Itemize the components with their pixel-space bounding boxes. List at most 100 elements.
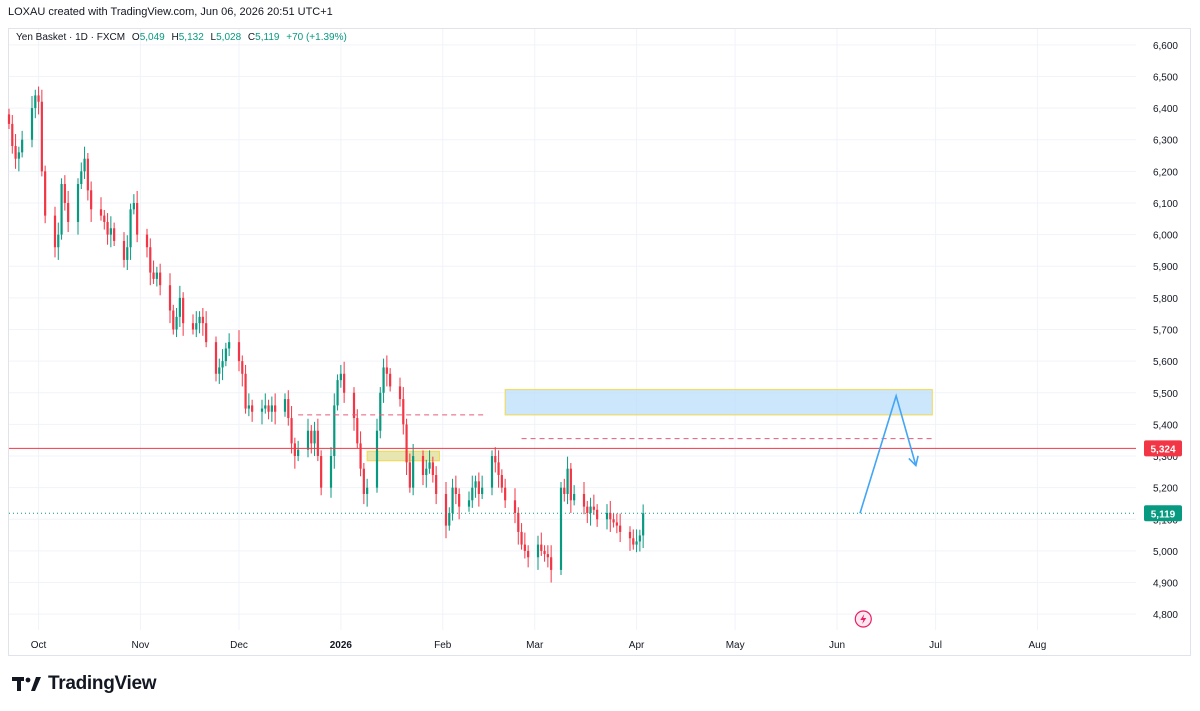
projection-arrow-path[interactable] [859,393,917,514]
candle-body [352,392,356,419]
tradingview-logo[interactable]: TradingView [12,673,157,695]
candle-body [195,323,198,330]
x-tick-label: Aug [1029,640,1047,651]
candle-body [274,405,277,412]
x-tick-label: Mar [526,640,544,651]
candle-body [60,183,63,235]
candle-body [244,373,247,409]
candle-body [290,418,293,444]
y-tick-label: 5,700 [1153,326,1178,337]
candle-body [615,522,618,526]
projection-arrow-head[interactable] [908,455,919,468]
y-tick-label: 6,100 [1153,199,1178,210]
candle-body [471,487,474,501]
candle-body [635,541,638,545]
grid-layer [9,29,1136,630]
x-tick-label: May [726,640,745,651]
candle-body [333,405,336,457]
y-tick-label: 4,800 [1153,610,1178,621]
candle-body [201,316,204,324]
support-zone-box[interactable] [366,450,440,462]
candle-body [589,506,592,513]
candle-body [628,531,632,539]
candle-body [106,221,109,235]
candle-body [310,430,313,444]
candle-body [122,240,126,260]
candle-body [435,475,438,494]
candle-body [198,316,201,324]
candle-body [550,557,553,570]
legend-open-label: O [131,32,140,43]
candle-body [336,380,339,406]
candle-body [297,449,300,457]
y-tick-label: 5,900 [1153,262,1178,273]
candle-body [14,146,17,159]
candle-body [247,405,250,409]
candle-body [251,405,254,412]
y-tick-label: 6,600 [1153,41,1178,52]
y-tick-label: 5,200 [1153,484,1178,495]
resistance-price-badge [1144,440,1182,457]
candle-body [264,405,267,409]
candle-body [408,462,411,488]
candle-body [431,462,434,476]
candle-body [343,373,346,393]
y-tick-label: 4,900 [1153,579,1178,590]
tradingview-logo-text: TradingView [48,673,157,694]
last-price-badge [1144,505,1182,522]
candle-body [490,456,494,488]
x-tick-label: Apr [629,640,645,651]
candle-body [543,550,546,555]
legend-change: +70 (+1.39%) [286,32,347,43]
candle-body [517,512,520,532]
candle-body [494,456,497,463]
candle-body [224,348,227,362]
candle-body [398,386,402,400]
resistance-zone-box[interactable] [504,389,933,416]
candle-body [145,234,149,248]
tradingview-logo-icon [12,677,41,691]
candle-body [191,323,195,330]
candle-body [619,525,622,532]
symbol-legend[interactable]: Yen Basket · 1D · FXCM O5,049 H5,132 L5,… [16,32,347,43]
candle-body [444,493,448,526]
candle-body [103,215,106,222]
x-tick-label: Oct [31,640,47,651]
y-tick-label: 6,400 [1153,104,1178,115]
candle-body [329,456,333,488]
candle-body [37,95,40,102]
zones-layer [366,389,933,462]
candle-body [21,139,24,153]
candle-body [40,101,43,172]
candle-body [402,399,405,425]
legend-symbol: Yen Basket · 1D · FXCM [16,32,126,43]
candle-body [474,481,477,488]
candle-body [559,487,563,570]
candle-body [149,247,152,273]
candle-body [63,183,66,203]
candle-body [467,500,471,507]
candle-body [592,506,595,510]
candle-body [566,468,569,494]
legend-close-label: C [247,32,256,43]
candle-body [76,183,80,222]
legend-low-value: 5,028 [216,32,242,43]
resistance-price-label: 5,324 [1150,444,1175,455]
axes-layer: 4,8004,9005,0005,1005,2005,3005,4005,500… [31,41,1182,651]
candle-body [7,114,11,124]
candle-body [596,509,599,520]
candle-body [57,234,60,248]
candle-body [316,430,319,457]
y-tick-label: 6,000 [1153,231,1178,242]
candle-body [454,487,457,494]
candle-body [412,456,415,488]
candle-body [536,544,540,558]
legend-close-value: 5,119 [255,32,280,43]
candle-body [425,468,428,476]
candle-body [182,297,185,324]
candle-body [638,535,641,542]
x-tick-label: Jul [929,640,942,651]
candle-body [642,513,645,536]
candle-body [382,367,385,393]
